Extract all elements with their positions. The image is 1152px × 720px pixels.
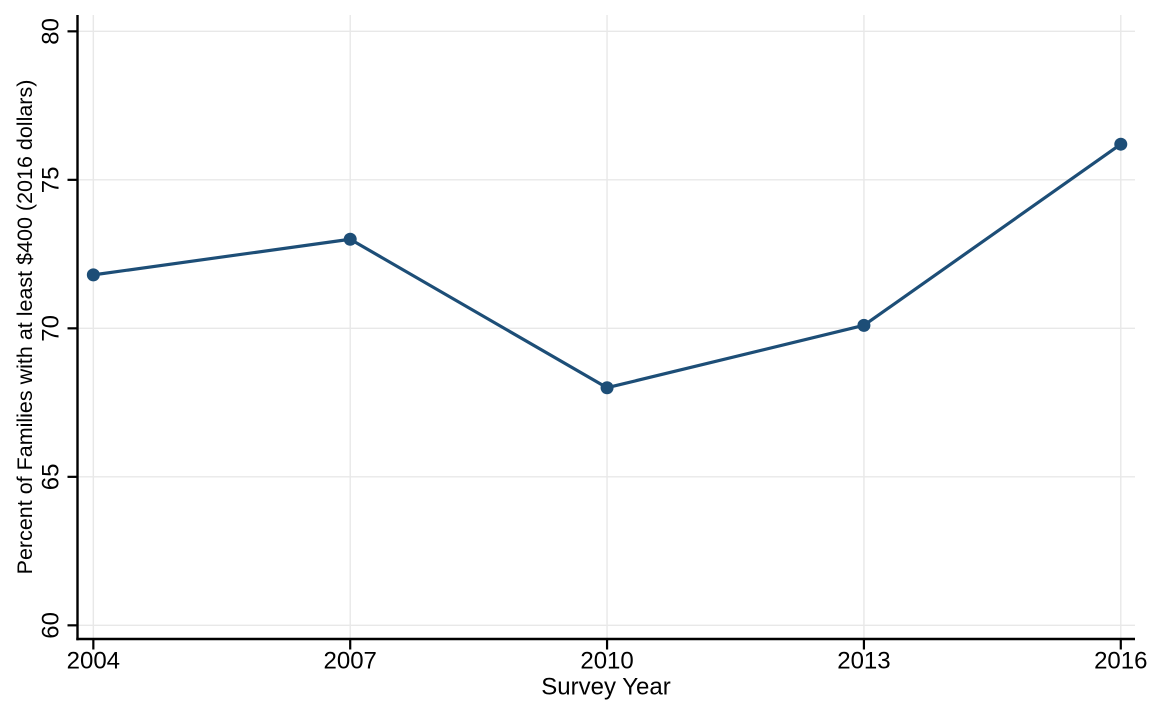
y-tick-label: 75 [38,166,65,193]
data-point-marker [1114,137,1128,151]
y-tick-label: 65 [38,463,65,490]
y-tick-label: 60 [38,612,65,639]
data-series [86,137,1128,395]
tick-labels: 60 65 70 75 80 2004 2007 2010 2013 2016 [38,18,1148,675]
data-point-marker [86,268,100,282]
y-tick-label: 70 [38,315,65,342]
y-axis-title: Percent of Families with at least $400 (… [13,80,37,575]
data-point-marker [343,232,357,246]
x-tick-label: 2013 [837,648,890,675]
x-tick-label: 2004 [67,648,120,675]
axes [67,15,1135,650]
x-tick-label: 2010 [580,648,633,675]
gridlines [77,15,1135,639]
x-axis-title: Survey Year [541,674,670,701]
data-point-marker [857,318,871,332]
x-tick-label: 2007 [324,648,377,675]
data-point-marker [600,381,614,395]
x-tick-label: 2016 [1094,648,1147,675]
y-tick-label: 80 [38,18,65,45]
